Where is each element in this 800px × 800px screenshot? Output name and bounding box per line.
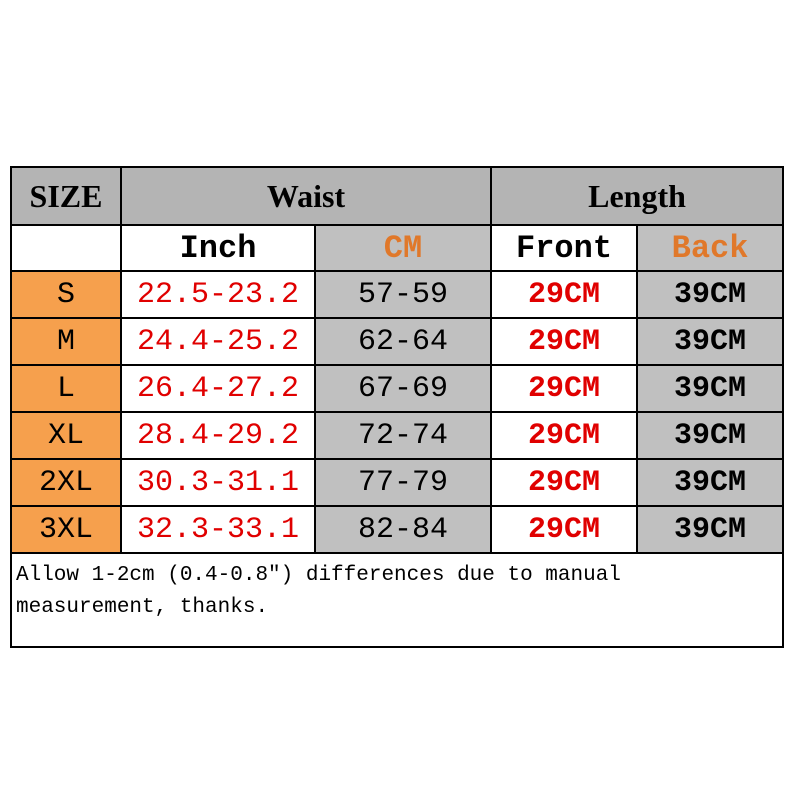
empty-cell [10,224,122,272]
table-cell: 39CM [636,505,785,554]
table-cell: M [10,317,122,366]
header-cell: Length [490,166,785,226]
table-cell: 29CM [490,505,639,554]
header-cell: Waist [119,166,493,226]
table-cell: 39CM [636,411,785,460]
subheader-cell: CM [313,224,493,272]
table-cell: 57-59 [313,270,493,319]
table-cell: 29CM [490,364,639,413]
table-row: 2XL 30.3-31.1 77-79 29CM 39CM [10,458,785,507]
table-cell: 3XL [10,505,122,554]
header-cell: SIZE [10,166,122,226]
table-cell: 67-69 [313,364,493,413]
table-cell: 26.4-27.2 [120,364,316,413]
table-row: L 26.4-27.2 67-69 29CM 39CM [10,364,785,413]
table-cell: 82-84 [313,505,493,554]
table-cell: 2XL [10,458,122,507]
table-cell: 77-79 [313,458,493,507]
table-cell: 24.4-25.2 [120,317,316,366]
table-cell: 30.3-31.1 [120,458,316,507]
table-cell: 29CM [490,270,639,319]
table-cell: L [10,364,122,413]
table-cell: 22.5-23.2 [120,270,316,319]
table-cell: 72-74 [313,411,493,460]
table-row: S 22.5-23.2 57-59 29CM 39CM [10,270,785,319]
table-row: XL 28.4-29.2 72-74 29CM 39CM [10,411,785,460]
table-cell: 29CM [490,411,639,460]
table-cell: 29CM [490,458,639,507]
table-cell: S [10,270,122,319]
table-body: S 22.5-23.2 57-59 29CM 39CM M 24.4-25.2 62-64 29… [10,270,785,554]
table-cell: 29CM [490,317,639,366]
table-cell: 39CM [636,458,785,507]
table-row: M 24.4-25.2 62-64 29CM 39CM [10,317,785,366]
note: Allow 1-2cm (0.4-0.8") differences due t… [9,552,785,648]
table-cell: 28.4-29.2 [120,411,316,460]
subheader-cell: Inch [120,224,316,272]
table-cell: 39CM [636,317,785,366]
table-row: 3XL 32.3-33.1 82-84 29CM 39CM [10,505,785,554]
subheader-cell: Front [490,224,639,272]
table-cell: 39CM [636,270,785,319]
table-cell: XL [10,411,122,460]
table-cell: 39CM [636,364,785,413]
size-chart: SIZE Waist Length Inch CM Front Back S 22… [9,166,785,648]
subheader-cell: Back [636,224,785,272]
size-table: SIZE Waist Length Inch CM Front Back S 22… [9,166,785,648]
table-cell: 62-64 [313,317,493,366]
table-cell: 32.3-33.1 [120,505,316,554]
